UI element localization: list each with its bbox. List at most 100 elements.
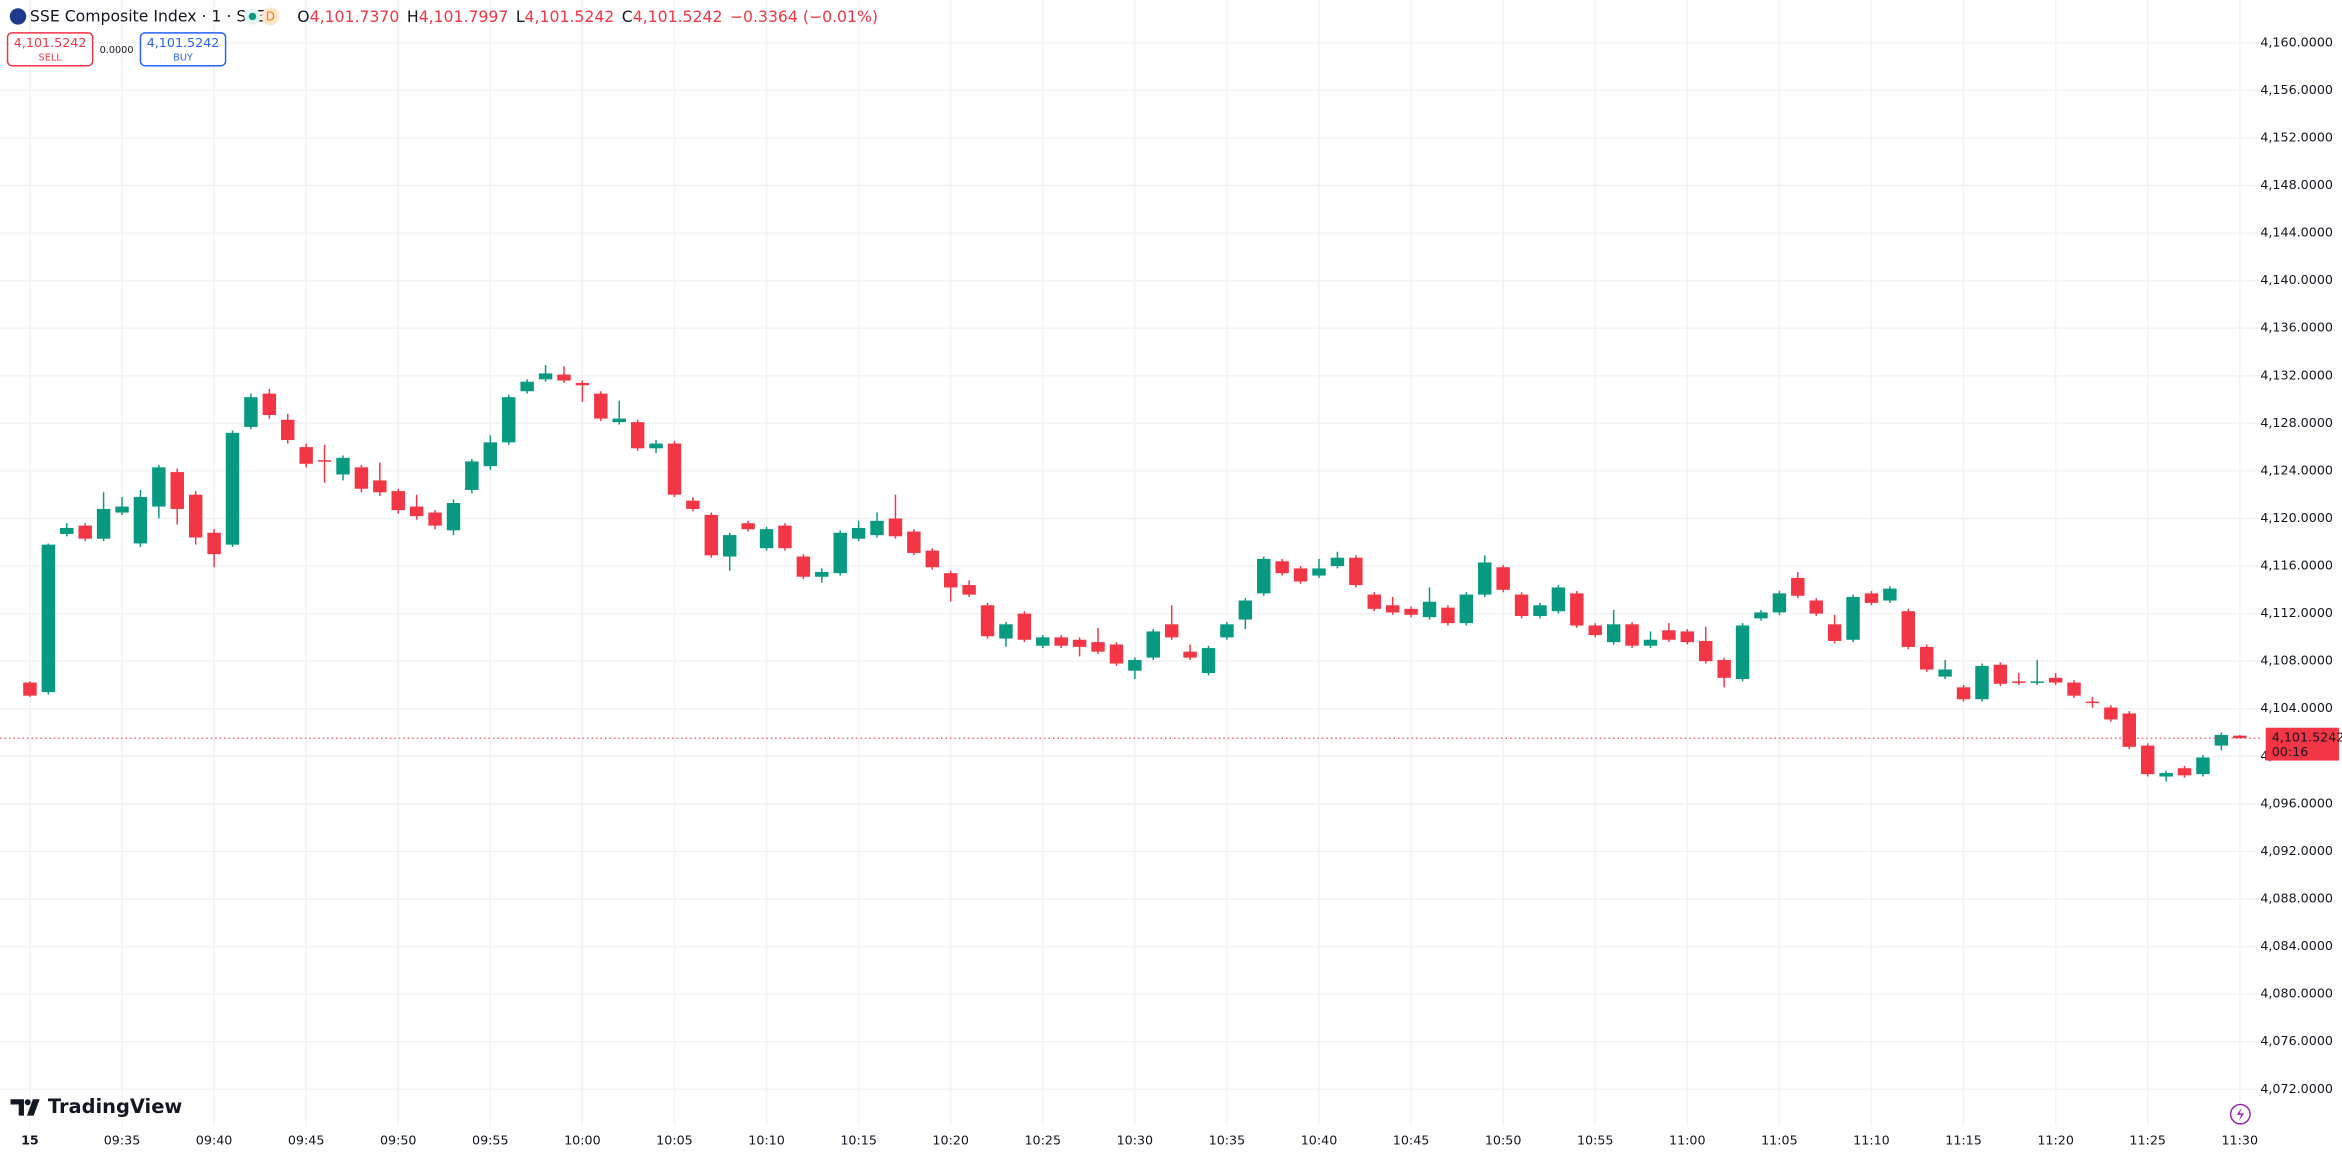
ohlc-key: O xyxy=(297,7,309,26)
buy-label[interactable]: BUY xyxy=(173,53,193,64)
y-tick-label: 4,108.0000 xyxy=(2260,653,2333,668)
candle-body xyxy=(2159,772,2173,777)
candle-body xyxy=(2177,768,2192,776)
candle-body xyxy=(557,374,571,381)
candle-body xyxy=(1054,637,1068,646)
candle-body xyxy=(1496,567,1510,590)
y-tick-label: 4,104.0000 xyxy=(2260,700,2333,715)
x-tick-label: 11:25 xyxy=(2129,1133,2166,1148)
candle-body xyxy=(465,461,479,490)
candle-body xyxy=(943,573,958,588)
buy-button[interactable] xyxy=(139,32,227,67)
x-tick-label: 10:25 xyxy=(1024,1133,1061,1148)
candle-body xyxy=(2196,757,2210,775)
lightning-icon[interactable] xyxy=(2236,1107,2245,1121)
candle-body xyxy=(1183,651,1197,658)
candle-body xyxy=(1293,568,1308,582)
chart-title: SSE Composite Index · 1 · SSE xyxy=(30,7,266,26)
candle-body xyxy=(1109,644,1124,664)
candle-body xyxy=(188,494,203,538)
candle-body xyxy=(520,381,534,392)
candle-body xyxy=(759,529,774,549)
brand-logo-dot xyxy=(24,1099,31,1106)
ohlc-value: 4,101.7370 xyxy=(310,7,400,26)
x-tick-label: 10:50 xyxy=(1485,1133,1522,1148)
last-price-box xyxy=(2265,727,2339,761)
candle-body xyxy=(851,527,866,539)
x-tick-label: 09:45 xyxy=(288,1133,325,1148)
candle-body xyxy=(1146,631,1160,658)
candle-body xyxy=(317,460,332,462)
candle-body xyxy=(796,556,811,577)
candle-body xyxy=(1754,612,1768,619)
candle-body xyxy=(2122,713,2137,747)
candle-body xyxy=(1735,625,1750,680)
x-tick-label: 11:05 xyxy=(1761,1133,1798,1148)
ohlc-value: 4,101.7997 xyxy=(419,7,509,26)
candle-body xyxy=(1128,659,1142,671)
candle-body xyxy=(225,432,240,545)
x-tick-label: 10:20 xyxy=(932,1133,969,1148)
y-tick-label: 4,096.0000 xyxy=(2260,795,2333,810)
candle-body xyxy=(373,480,387,493)
candle-body xyxy=(336,457,350,475)
x-tick-label: 11:30 xyxy=(2221,1133,2258,1148)
sell-price[interactable]: 4,101.5242 xyxy=(14,35,87,50)
candle-body xyxy=(1478,562,1492,595)
y-tick-label: 4,152.0000 xyxy=(2260,129,2333,144)
candle-body xyxy=(60,527,74,534)
change: −0.3364 (−0.01%) xyxy=(730,7,878,26)
candle-body xyxy=(888,518,903,537)
y-tick-label: 4,116.0000 xyxy=(2260,558,2333,573)
candle-body xyxy=(1772,593,1787,613)
candle-body xyxy=(815,571,829,577)
y-tick-label: 4,136.0000 xyxy=(2260,320,2333,335)
buy-price[interactable]: 4,101.5242 xyxy=(147,35,220,50)
candle-body xyxy=(1349,557,1363,586)
candle-body xyxy=(962,585,976,595)
candle-body xyxy=(428,512,442,526)
y-tick-label: 4,092.0000 xyxy=(2260,843,2333,858)
x-tick-label: 11:15 xyxy=(1945,1133,1982,1148)
candle-body xyxy=(1993,664,2008,684)
candle-body xyxy=(2085,701,2100,704)
last-price-label: 4,101.5242 xyxy=(2272,730,2342,745)
candle-body xyxy=(833,532,847,574)
candle-body xyxy=(1459,594,1474,624)
y-tick-label: 4,084.0000 xyxy=(2260,938,2333,953)
ohlc-key: L xyxy=(516,7,525,26)
candle-body xyxy=(1238,600,1253,620)
y-tick-label: 4,148.0000 xyxy=(2260,177,2333,192)
candle-body xyxy=(2214,734,2229,746)
sell-label[interactable]: SELL xyxy=(39,53,63,64)
countdown: 00:16 xyxy=(2272,744,2309,759)
candle-body xyxy=(1257,558,1271,594)
y-tick-label: 4,144.0000 xyxy=(2260,225,2333,240)
badge: D xyxy=(266,10,275,24)
y-tick-label: 4,160.0000 xyxy=(2260,34,2333,49)
candle-body xyxy=(1864,593,1879,603)
candle-body xyxy=(1791,577,1805,596)
candle-body xyxy=(1699,640,1713,662)
candle-body xyxy=(1441,607,1455,624)
candle-body xyxy=(1367,594,1381,609)
y-tick-label: 4,124.0000 xyxy=(2260,462,2333,477)
sell-button[interactable] xyxy=(6,32,94,67)
candle-body xyxy=(2233,735,2247,739)
candle-body xyxy=(999,624,1013,639)
ohlc-value: 4,101.5242 xyxy=(525,7,615,26)
candle-body xyxy=(612,418,626,423)
candle-body xyxy=(778,525,792,549)
y-tick-label: 4,112.0000 xyxy=(2260,605,2333,620)
y-tick-label: 4,072.0000 xyxy=(2260,1081,2333,1096)
grid xyxy=(0,0,2263,1127)
candle-body xyxy=(262,393,277,416)
ohlc-header: O4,101.7370 H4,101.7997 L4,101.5242 C4,101.… xyxy=(297,7,878,26)
candle-body xyxy=(1422,601,1437,618)
candle-body xyxy=(391,491,405,511)
candle-body xyxy=(1164,624,1179,638)
y-tick-label: 4,080.0000 xyxy=(2260,986,2333,1001)
x-tick-label: 10:30 xyxy=(1117,1133,1154,1148)
lightning-button[interactable] xyxy=(2229,1103,2251,1125)
